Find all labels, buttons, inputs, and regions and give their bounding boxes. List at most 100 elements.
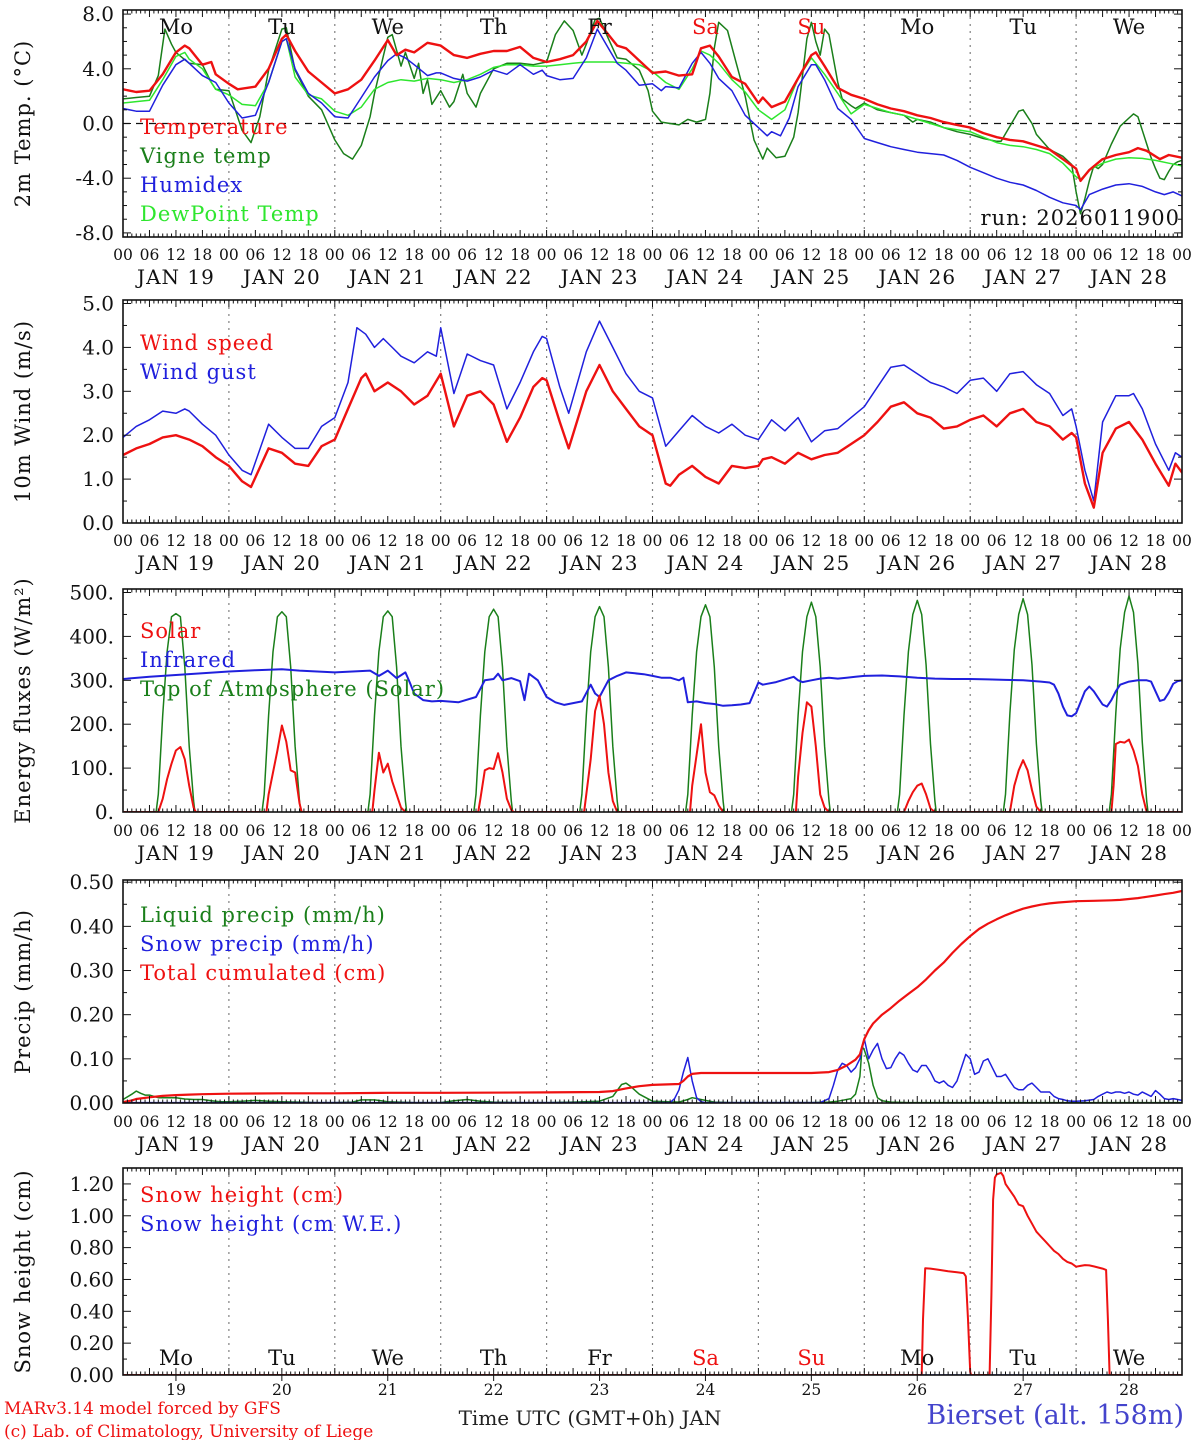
hour-tick-label: 12 — [484, 532, 504, 550]
series-humidex — [123, 28, 1182, 211]
series-snow-height — [123, 1171, 1182, 1375]
hour-tick-label: 18 — [934, 822, 954, 840]
hour-tick-label: 12 — [1013, 1113, 1033, 1131]
hour-tick-label: 06 — [987, 532, 1007, 550]
hour-tick-label: 06 — [881, 532, 901, 550]
y-tick-label: 0.30 — [69, 959, 114, 983]
hour-tick-label: 06 — [1093, 1113, 1113, 1131]
hour-tick-label: 00 — [854, 246, 874, 264]
hour-tick-label: 06 — [669, 246, 689, 264]
hour-tick-label: 06 — [775, 1113, 795, 1131]
date-label: JAN 19 — [135, 841, 215, 865]
hour-tick-label: 00 — [854, 822, 874, 840]
legend-item: Top of Atmosphere (Solar) — [140, 677, 445, 701]
date-label: JAN 21 — [347, 841, 427, 865]
hour-tick-label: 00 — [219, 822, 239, 840]
hour-tick-label: 18 — [510, 246, 530, 264]
hour-tick-label: 12 — [272, 822, 292, 840]
series-top-of-atmosphere-solar — [123, 595, 1182, 812]
hour-tick-label: 12 — [801, 246, 821, 264]
y-tick-label: 400. — [69, 624, 114, 648]
hour-tick-label: 18 — [616, 1113, 636, 1131]
hour-tick-label: 00 — [325, 822, 345, 840]
hour-tick-label: 18 — [298, 822, 318, 840]
footer-model-line: MARv3.14 model forced by GFS — [4, 1399, 281, 1419]
hour-tick-label: 12 — [801, 532, 821, 550]
date-label: JAN 19 — [135, 1132, 215, 1156]
hour-tick-label: 18 — [828, 822, 848, 840]
hour-tick-label: 06 — [563, 822, 583, 840]
hour-tick-label: 12 — [1119, 822, 1139, 840]
hour-tick-label: 06 — [563, 246, 583, 264]
hour-tick-label: 00 — [219, 1113, 239, 1131]
date-label: JAN 23 — [559, 841, 639, 865]
y-tick-label: 0.60 — [69, 1267, 114, 1291]
plot-border — [122, 9, 1183, 238]
y-tick-label: -4.0 — [75, 166, 114, 190]
hour-tick-label: 12 — [907, 246, 927, 264]
y-axis-label: Energy fluxes (W/m²) — [11, 577, 35, 823]
date-label: JAN 21 — [347, 265, 427, 289]
hour-tick-label: 12 — [1013, 532, 1033, 550]
hour-tick-label: 18 — [1146, 246, 1166, 264]
hour-tick-label: 18 — [828, 1113, 848, 1131]
date-label: JAN 19 — [135, 551, 215, 575]
hour-tick-label: 00 — [1066, 1113, 1086, 1131]
hour-tick-label: 12 — [484, 246, 504, 264]
y-tick-label: 500. — [69, 581, 114, 605]
day-label: Tu — [1009, 1346, 1037, 1370]
station-label: Bierset (alt. 158m) — [926, 1400, 1184, 1431]
hour-tick-label: 18 — [298, 1113, 318, 1131]
hour-tick-label: 00 — [960, 246, 980, 264]
hour-tick-label: 12 — [801, 822, 821, 840]
y-tick-label: 0.40 — [69, 1299, 114, 1323]
hour-tick-label: 18 — [616, 246, 636, 264]
hour-tick-label: 18 — [510, 822, 530, 840]
y-tick-label: 1.0 — [82, 467, 114, 491]
day-number-label: 20 — [272, 1381, 292, 1399]
hour-tick-label: 12 — [272, 1113, 292, 1131]
date-label: JAN 28 — [1088, 841, 1168, 865]
legend-item: DewPoint Temp — [140, 202, 320, 226]
date-label: JAN 25 — [770, 265, 850, 289]
plot-border — [122, 588, 1183, 813]
hour-tick-label: 00 — [113, 822, 133, 840]
date-label: JAN 21 — [347, 1132, 427, 1156]
hour-tick-label: 06 — [351, 1113, 371, 1131]
y-tick-label: 200. — [69, 712, 114, 736]
hour-tick-label: 06 — [881, 1113, 901, 1131]
hour-tick-label: 06 — [246, 532, 266, 550]
hour-tick-label: 06 — [351, 246, 371, 264]
hour-tick-label: 06 — [987, 822, 1007, 840]
date-label: JAN 26 — [876, 1132, 956, 1156]
footer-lab-line: (c) Lab. of Climatology, University of L… — [4, 1421, 374, 1440]
hour-tick-label: 06 — [351, 532, 371, 550]
hour-tick-label: 06 — [457, 1113, 477, 1131]
panel-temperature: 8.0 4.0 0.0 -4.0 -8.0 2m Temp. (°C) Temperatur… — [11, 2, 1192, 289]
date-label: JAN 20 — [241, 1132, 321, 1156]
hour-tick-label: 12 — [590, 246, 610, 264]
hour-tick-label: 00 — [643, 822, 663, 840]
day-label: Sa — [692, 15, 719, 39]
date-label: JAN 25 — [770, 551, 850, 575]
hour-tick-label: 12 — [696, 532, 716, 550]
hour-tick-label: 12 — [272, 246, 292, 264]
date-label: JAN 27 — [982, 265, 1062, 289]
hour-tick-label: 06 — [246, 1113, 266, 1131]
series-infrared — [123, 668, 1182, 718]
legend-item: Wind gust — [140, 360, 257, 384]
date-label: JAN 20 — [241, 265, 321, 289]
hour-tick-label: 00 — [854, 532, 874, 550]
hour-tick-label: 12 — [590, 532, 610, 550]
y-tick-label: 0.0 — [82, 112, 114, 136]
hour-tick-label: 00 — [1172, 246, 1192, 264]
hour-tick-label: 00 — [431, 822, 451, 840]
hour-tick-label: 18 — [298, 532, 318, 550]
hour-tick-label: 00 — [325, 532, 345, 550]
hour-tick-label: 00 — [1172, 532, 1192, 550]
hour-tick-label: 12 — [1119, 246, 1139, 264]
legend-item: Liquid precip (mm/h) — [140, 903, 386, 927]
hour-tick-label: 06 — [140, 1113, 160, 1131]
day-label: Su — [797, 1346, 825, 1370]
